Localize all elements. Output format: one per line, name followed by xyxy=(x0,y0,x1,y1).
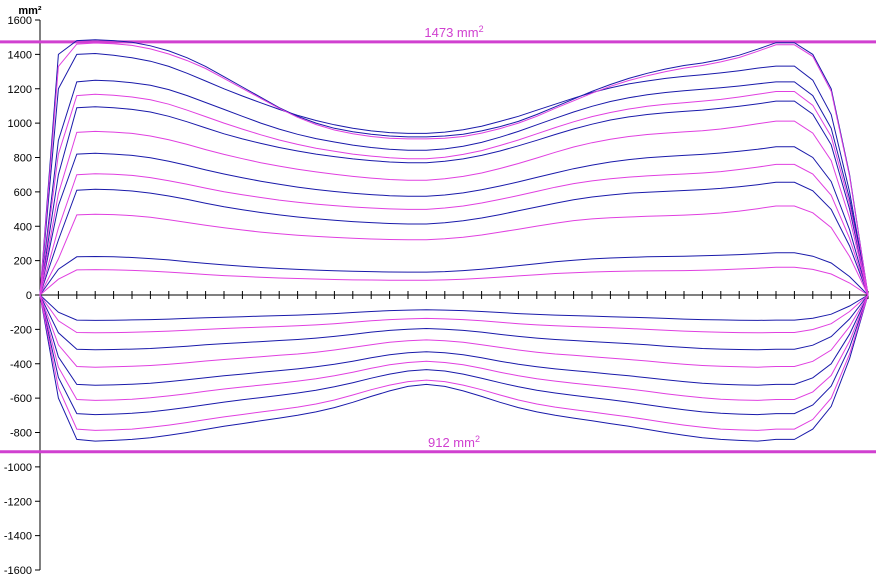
threshold-label-0: 1473 mm2 xyxy=(424,24,483,40)
line-chart: mm²-1600-1400-1200-1000-800-600-400-2000… xyxy=(0,0,876,584)
series-line-8 xyxy=(40,92,868,296)
series-line-1 xyxy=(40,54,868,296)
y-tick-label: -400 xyxy=(10,359,32,371)
y-tick-label: 800 xyxy=(14,153,32,165)
chart-container: mm²-1600-1400-1200-1000-800-600-400-2000… xyxy=(0,0,876,584)
y-tick-label: -1000 xyxy=(4,462,32,474)
y-tick-label: 1000 xyxy=(8,118,32,130)
series-line-6 xyxy=(40,253,868,295)
y-tick-label: -1600 xyxy=(4,565,32,577)
y-tick-label: 600 xyxy=(14,187,32,199)
y-tick-label: -1200 xyxy=(4,496,32,508)
series-line-11 xyxy=(40,206,868,295)
y-tick-label: -1400 xyxy=(4,531,32,543)
series-line-5 xyxy=(40,182,868,295)
series-line-0 xyxy=(40,40,868,295)
y-tick-label: 1600 xyxy=(8,15,32,27)
y-tick-label: 200 xyxy=(14,256,32,268)
y-tick-label: -600 xyxy=(10,393,32,405)
series-line-3 xyxy=(40,101,868,295)
y-tick-label: 1400 xyxy=(8,49,32,61)
y-tick-label: 400 xyxy=(14,221,32,233)
threshold-label-1: 912 mm2 xyxy=(428,434,480,450)
y-tick-label: 1200 xyxy=(8,84,32,96)
y-tick-label: 0 xyxy=(26,290,32,302)
series-line-2 xyxy=(40,80,868,295)
series-line-17 xyxy=(40,295,868,320)
series-line-10 xyxy=(40,164,868,295)
series-line-21 xyxy=(40,295,868,333)
series-line-13 xyxy=(40,295,868,441)
y-tick-label: -200 xyxy=(10,324,32,336)
y-tick-label: -800 xyxy=(10,428,32,440)
series-line-15 xyxy=(40,295,868,385)
